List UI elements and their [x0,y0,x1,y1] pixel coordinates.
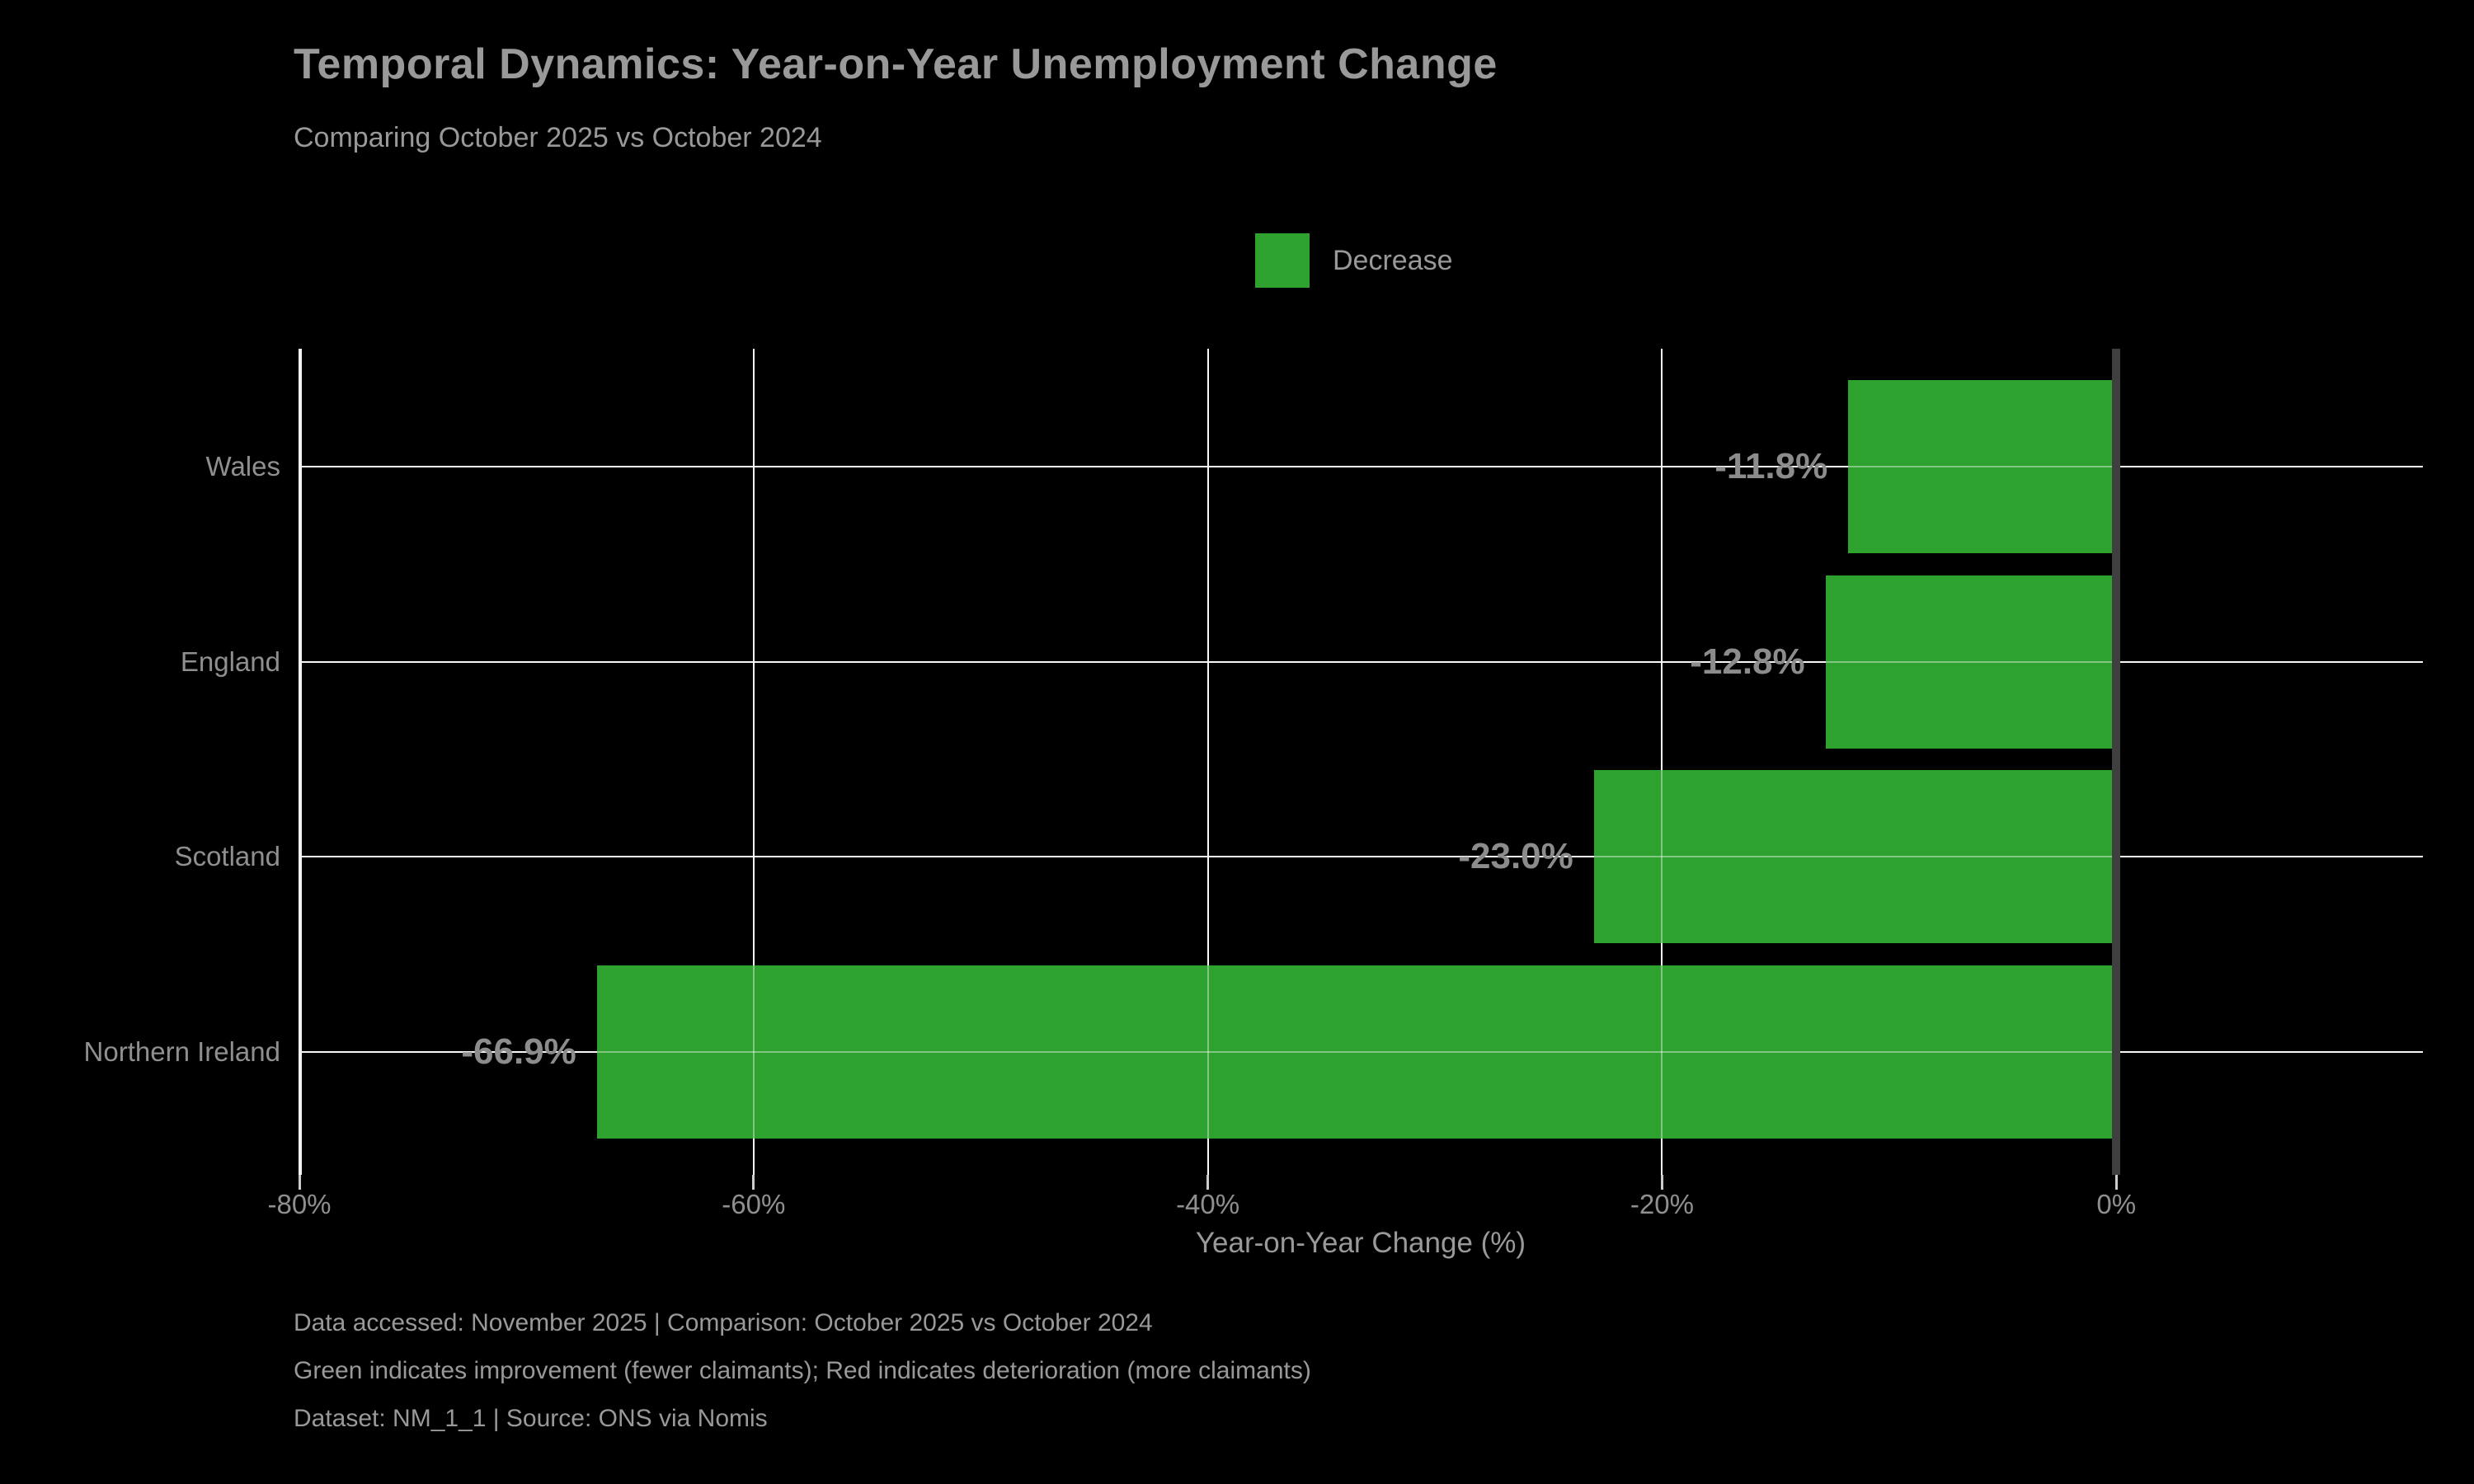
gridline-vertical [1206,349,1209,1175]
gridline-horizontal [299,466,2423,467]
gridline-horizontal [299,856,2423,858]
y-tick-label: Wales [205,451,280,481]
x-tick-label: -80% [267,1189,332,1219]
bar-northern-ireland [596,965,2117,1139]
x-tick-label: -20% [1630,1189,1694,1219]
x-tick-mark [1206,1175,1210,1190]
x-tick-label: 0% [2096,1189,2137,1219]
gridline-horizontal [299,466,2423,467]
y-tick-label: England [180,646,280,677]
x-tick-label: -60% [722,1189,786,1219]
y-tick-label: Northern Ireland [83,1036,280,1068]
gridline-horizontal [299,660,2423,663]
bar-scotland [1593,770,2117,944]
y-tick-label: Scotland [174,841,280,872]
bar-value-label: -12.8% [1690,641,1805,682]
bar-value-label: -23.0% [1458,836,1573,877]
gridline-vertical [1661,349,1663,1175]
gridline-vertical [1206,349,1209,1175]
y-axis-spine [299,349,302,1175]
plot-area: -11.8% -12.8% -23.0% -66.9% [299,349,2423,1175]
bar-value-label: -66.9% [461,1031,576,1073]
gridline-vertical [1661,349,1663,1175]
gridline-horizontal [299,1051,2423,1054]
chart-title: Temporal Dynamics: Year-on-Year Unemploy… [294,40,1498,88]
zero-axis-line [2112,349,2121,1175]
chart-subtitle: Comparing October 2025 vs October 2024 [294,122,822,153]
footer-line-3: Dataset: NM_1_1 | Source: ONS via Nomis [294,1405,768,1432]
x-tick-mark [298,1175,301,1190]
legend-decrease-swatch [1255,233,1310,288]
footer-line-2: Green indicates improvement (fewer claim… [294,1357,1311,1384]
x-tick-mark [2114,1175,2118,1190]
x-tick-mark [1660,1175,1663,1190]
x-tick-label: -40% [1176,1189,1240,1219]
bar-wales [1848,380,2117,553]
legend: Decrease [1255,233,1453,288]
x-axis-title: Year-on-Year Change (%) [1195,1227,1526,1259]
bar-value-label: -11.8% [1714,446,1828,486]
legend-decrease-label: Decrease [1333,244,1453,276]
gridline-vertical [752,349,755,1175]
gridline-horizontal [299,660,2423,663]
gridline-horizontal [299,856,2423,858]
bar-england [1825,575,2117,749]
footer-line-1: Data accessed: November 2025 | Compariso… [294,1309,1153,1336]
x-tick-mark [752,1175,755,1190]
gridline-vertical [752,349,755,1175]
